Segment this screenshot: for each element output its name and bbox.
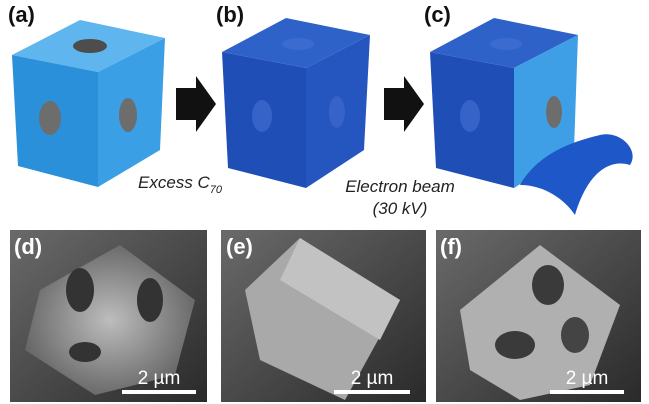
arrow bbox=[384, 76, 424, 132]
panel-label: (d) bbox=[14, 234, 42, 259]
sem-image-f bbox=[436, 230, 641, 402]
scale-bar-label: 2 µm bbox=[138, 368, 181, 389]
scale-bar-label: 2 µm bbox=[351, 368, 394, 389]
panel-label: (f) bbox=[440, 234, 462, 259]
caption: (30 kV) bbox=[373, 199, 428, 218]
panel-label: (a) bbox=[8, 2, 35, 27]
scale-bar-label: 2 µm bbox=[566, 368, 609, 389]
caption: Excess C70 bbox=[138, 173, 223, 196]
caption-text: Excess C bbox=[138, 173, 211, 192]
cube-c bbox=[430, 18, 633, 215]
cube-b bbox=[222, 18, 370, 188]
caption: Electron beam bbox=[345, 177, 455, 196]
panel-label: (b) bbox=[216, 2, 244, 27]
panel-label: (e) bbox=[226, 234, 253, 259]
caption-subscript: 70 bbox=[210, 184, 223, 196]
arrow bbox=[176, 76, 216, 132]
sem-image-d bbox=[10, 230, 207, 402]
cube-a bbox=[12, 20, 165, 187]
panel-label: (c) bbox=[424, 2, 451, 27]
sem-image-e bbox=[221, 230, 426, 402]
